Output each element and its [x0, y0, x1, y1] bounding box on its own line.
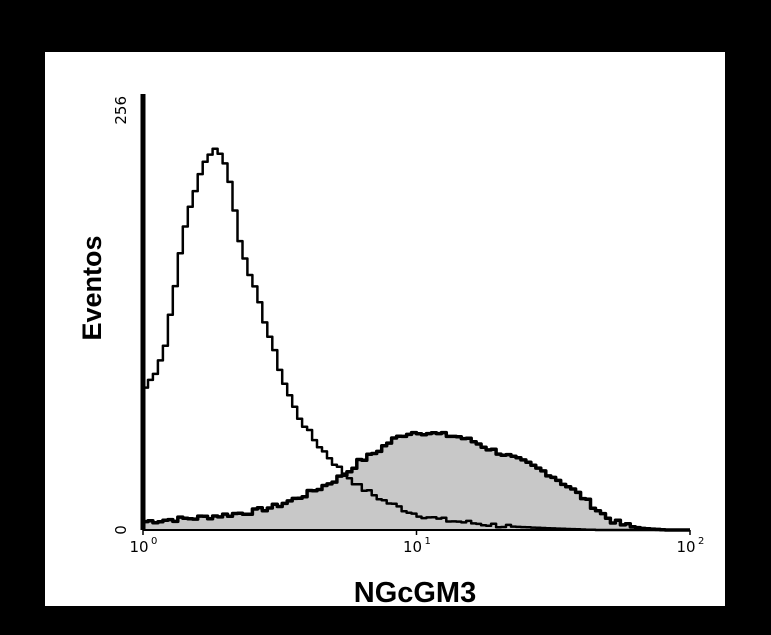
filled-histogram-area [143, 432, 690, 530]
x-axis-label: NGcGM3 [354, 577, 476, 609]
series-layer [143, 147, 690, 532]
x-tick-label-base: 10 [403, 538, 422, 556]
x-tick-label-base: 10 [676, 538, 695, 556]
y-tick-label: 0 [112, 525, 130, 535]
x-tick-label-exponent: 0 [151, 536, 157, 547]
filled-histogram-line [143, 430, 690, 532]
x-tick-label-exponent: 1 [425, 536, 431, 547]
x-tick-label-base: 10 [129, 538, 148, 556]
x-tick-label-exponent: 2 [698, 536, 704, 547]
y-axis-label: Eventos [77, 235, 107, 340]
y-tick-label: 256 [112, 96, 130, 125]
outline-histogram-line [143, 147, 690, 532]
